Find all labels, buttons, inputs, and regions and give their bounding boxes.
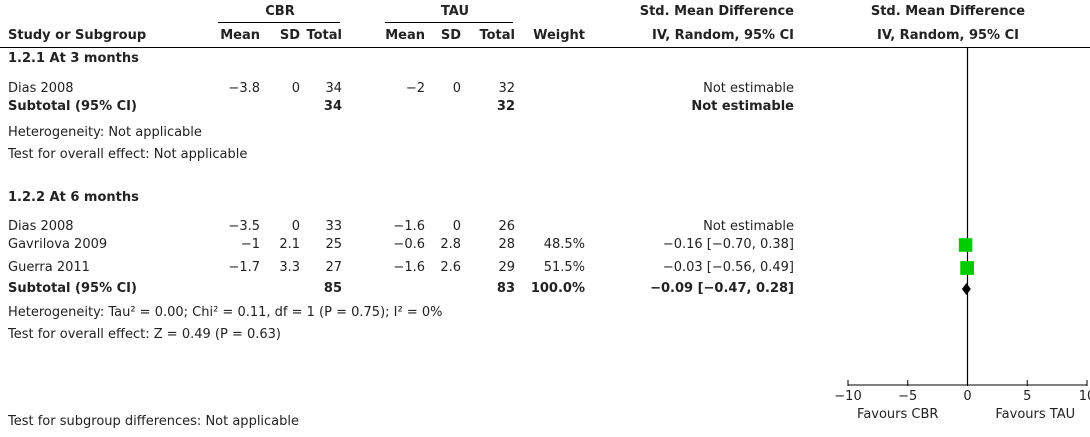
group1-total-header: Total — [306, 28, 342, 43]
group2-total: 29 — [498, 260, 515, 275]
group2-total: 32 — [498, 81, 515, 96]
overall-effect-text: Test for overall effect: Not applicable — [8, 147, 248, 162]
subgroup-title: 1.2.2 At 6 months — [8, 190, 139, 205]
favours-right-label: Favours TAU — [995, 407, 1075, 422]
header-bottom-rule — [0, 47, 1090, 48]
smd-table-subheader: IV, Random, 95% CI — [652, 28, 794, 43]
study-name: Dias 2008 — [8, 81, 74, 96]
group2-mean: −0.6 — [393, 237, 425, 252]
effect-estimate: −0.03 [−0.56, 0.49] — [662, 260, 794, 275]
group1-sd: 0 — [291, 219, 300, 234]
group2-mean: −2 — [405, 81, 425, 96]
group1-total: 33 — [325, 219, 342, 234]
smd-table-header: Std. Mean Difference — [639, 4, 794, 19]
group2-sd: 0 — [452, 81, 461, 96]
favours-left-label: Favours CBR — [857, 407, 938, 422]
group1-subtotal: 85 — [323, 281, 342, 296]
weight-header: Weight — [533, 28, 585, 43]
effect-estimate: Not estimable — [703, 81, 794, 96]
subtotal-estimate: −0.09 [−0.47, 0.28] — [650, 281, 794, 296]
subtotal-label: Subtotal (95% CI) — [8, 281, 137, 296]
subtotal-estimate: Not estimable — [691, 99, 794, 114]
group1-header-rule — [218, 22, 340, 23]
group1-sd: 2.1 — [279, 237, 300, 252]
subtotal-label: Subtotal (95% CI) — [8, 99, 137, 114]
group1-total: 27 — [325, 260, 342, 275]
group1-subtotal: 34 — [323, 99, 342, 114]
group2-sd-header: SD — [440, 28, 461, 43]
summary-diamond — [961, 283, 971, 295]
group1-total: 34 — [325, 81, 342, 96]
weight-value: 48.5% — [543, 237, 585, 252]
group2-subtotal: 83 — [496, 281, 515, 296]
smd-plot-header: Std. Mean Difference — [870, 4, 1026, 19]
group2-total: 26 — [498, 219, 515, 234]
x-tick-label: 5 — [1023, 389, 1031, 404]
group2-sd: 2.8 — [440, 237, 461, 252]
subtotal-weight: 100.0% — [530, 281, 585, 296]
group1-total: 25 — [325, 237, 342, 252]
heterogeneity-text: Heterogeneity: Tau² = 0.00; Chi² = 0.11,… — [8, 305, 443, 320]
group2-header: TAU — [440, 4, 470, 19]
group1-mean: −1 — [240, 237, 260, 252]
effect-estimate: Not estimable — [703, 219, 794, 234]
group1-mean: −3.5 — [228, 219, 260, 234]
smd-plot-subheader: IV, Random, 95% CI — [877, 28, 1019, 43]
group2-mean-header: Mean — [385, 28, 425, 43]
group2-total-header: Total — [479, 28, 515, 43]
x-tick-label: 0 — [963, 389, 971, 404]
study-point-marker — [960, 261, 975, 275]
overall-effect-text: Test for overall effect: Z = 0.49 (P = 0… — [8, 327, 281, 342]
group2-mean: −1.6 — [393, 219, 425, 234]
group2-total: 28 — [498, 237, 515, 252]
group1-sd: 0 — [291, 81, 300, 96]
study-name: Gavrilova 2009 — [8, 237, 108, 252]
group2-subtotal: 32 — [496, 99, 515, 114]
subgroup-title: 1.2.1 At 3 months — [8, 51, 139, 66]
group2-mean: −1.6 — [393, 260, 425, 275]
weight-value: 51.5% — [543, 260, 585, 275]
group2-sd: 2.6 — [440, 260, 461, 275]
subgroup-differences-text: Test for subgroup differences: Not appli… — [8, 414, 300, 429]
study-name: Guerra 2011 — [8, 260, 90, 275]
group1-header: CBR — [265, 4, 295, 19]
x-tick-label: −10 — [834, 389, 861, 404]
study-column-header: Study or Subgroup — [8, 28, 147, 43]
heterogeneity-text: Heterogeneity: Not applicable — [8, 125, 202, 140]
study-name: Dias 2008 — [8, 219, 74, 234]
x-tick-label: 10 — [1079, 389, 1090, 404]
group1-mean: −1.7 — [228, 260, 260, 275]
effect-estimate: −0.16 [−0.70, 0.38] — [662, 237, 794, 252]
study-point-marker — [958, 238, 973, 252]
group1-mean: −3.8 — [228, 81, 260, 96]
group2-sd: 0 — [452, 219, 461, 234]
group2-header-rule — [385, 22, 513, 23]
group1-sd: 3.3 — [279, 260, 300, 275]
group1-mean-header: Mean — [220, 28, 260, 43]
group1-sd-header: SD — [279, 28, 300, 43]
x-tick-label: −5 — [898, 389, 917, 404]
